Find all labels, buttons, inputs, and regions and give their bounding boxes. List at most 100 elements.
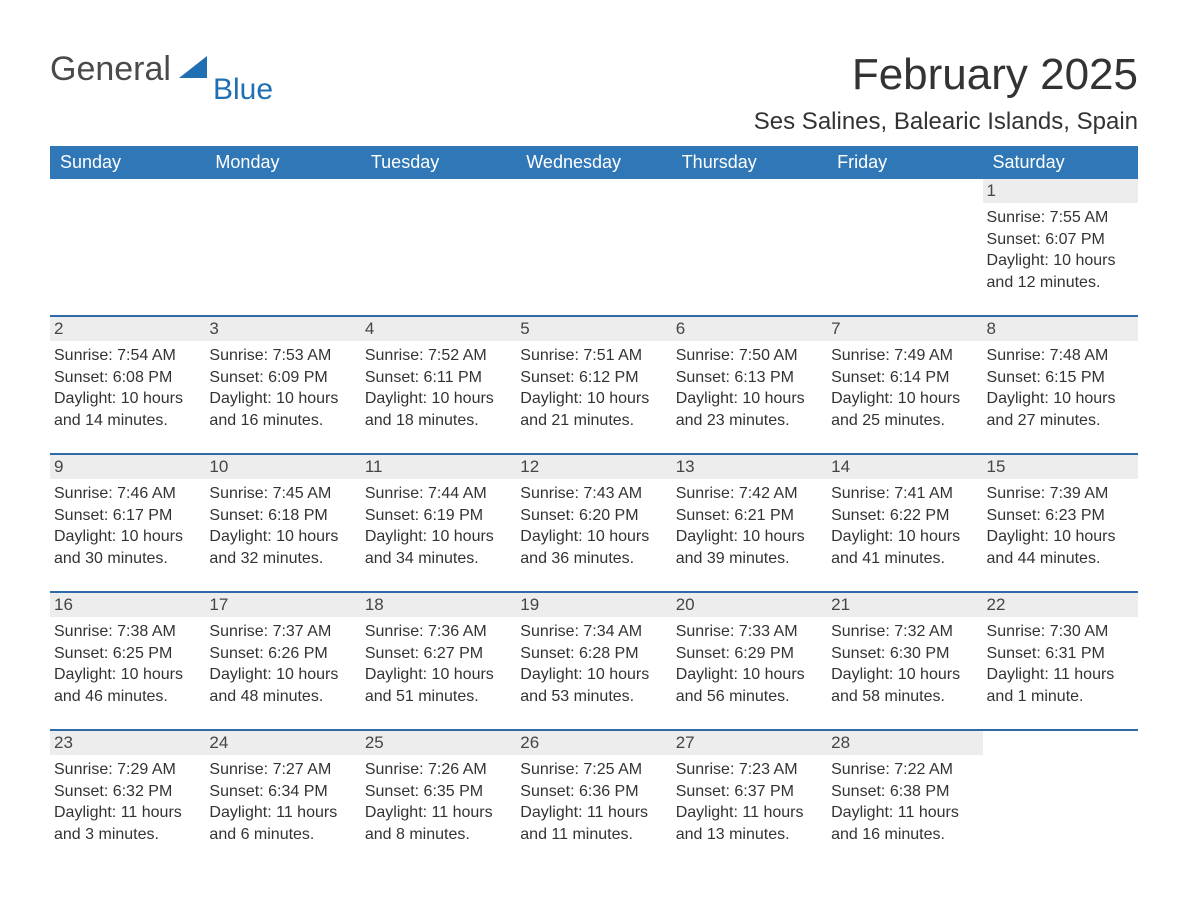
sunset-line: Sunset: 6:28 PM — [520, 643, 663, 665]
calendar-cell: 18Sunrise: 7:36 AMSunset: 6:27 PMDayligh… — [361, 592, 516, 730]
sunrise-line: Sunrise: 7:34 AM — [520, 621, 663, 643]
day-number: 16 — [50, 593, 205, 617]
day-info: Sunrise: 7:33 AMSunset: 6:29 PMDaylight:… — [672, 617, 827, 729]
day-info: Sunrise: 7:42 AMSunset: 6:21 PMDaylight:… — [672, 479, 827, 591]
sunrise-line: Sunrise: 7:42 AM — [676, 483, 819, 505]
calendar-cell: 5Sunrise: 7:51 AMSunset: 6:12 PMDaylight… — [516, 316, 671, 454]
day-number: 6 — [672, 317, 827, 341]
calendar-cell: 12Sunrise: 7:43 AMSunset: 6:20 PMDayligh… — [516, 454, 671, 592]
sunset-line: Sunset: 6:37 PM — [676, 781, 819, 803]
sunset-line: Sunset: 6:30 PM — [831, 643, 974, 665]
calendar-cell: 13Sunrise: 7:42 AMSunset: 6:21 PMDayligh… — [672, 454, 827, 592]
daylight-line: Daylight: 11 hours and 3 minutes. — [54, 802, 197, 845]
sunrise-line: Sunrise: 7:49 AM — [831, 345, 974, 367]
month-title: February 2025 — [754, 50, 1138, 100]
daylight-line: Daylight: 10 hours and 14 minutes. — [54, 388, 197, 431]
calendar-cell: 17Sunrise: 7:37 AMSunset: 6:26 PMDayligh… — [205, 592, 360, 730]
day-number: 23 — [50, 731, 205, 755]
day-info: Sunrise: 7:36 AMSunset: 6:27 PMDaylight:… — [361, 617, 516, 729]
sunset-line: Sunset: 6:12 PM — [520, 367, 663, 389]
sunset-line: Sunset: 6:38 PM — [831, 781, 974, 803]
daylight-line: Daylight: 10 hours and 41 minutes. — [831, 526, 974, 569]
calendar-cell: 7Sunrise: 7:49 AMSunset: 6:14 PMDaylight… — [827, 316, 982, 454]
calendar-cell — [50, 179, 205, 316]
calendar-cell: 19Sunrise: 7:34 AMSunset: 6:28 PMDayligh… — [516, 592, 671, 730]
day-of-week-header-row: SundayMondayTuesdayWednesdayThursdayFrid… — [50, 146, 1138, 179]
sunrise-line: Sunrise: 7:32 AM — [831, 621, 974, 643]
sunrise-line: Sunrise: 7:41 AM — [831, 483, 974, 505]
sunset-line: Sunset: 6:21 PM — [676, 505, 819, 527]
calendar-week-row: 1Sunrise: 7:55 AMSunset: 6:07 PMDaylight… — [50, 179, 1138, 316]
calendar-cell: 3 Sunrise: 7:53 AMSunset: 6:09 PMDaylight… — [205, 316, 360, 454]
daylight-line: Daylight: 10 hours and 16 minutes. — [209, 388, 352, 431]
day-number: 15 — [983, 455, 1138, 479]
daylight-line: Daylight: 10 hours and 58 minutes. — [831, 664, 974, 707]
sunrise-line: Sunrise: 7:54 AM — [54, 345, 197, 367]
sunset-line: Sunset: 6:19 PM — [365, 505, 508, 527]
brand-text-general: General — [50, 50, 171, 89]
dow-header: Friday — [827, 146, 982, 179]
daylight-line: Daylight: 10 hours and 51 minutes. — [365, 664, 508, 707]
daylight-line: Daylight: 10 hours and 30 minutes. — [54, 526, 197, 569]
day-info — [983, 755, 1138, 867]
sunrise-line: Sunrise: 7:36 AM — [365, 621, 508, 643]
calendar-cell: 8Sunrise: 7:48 AMSunset: 6:15 PMDaylight… — [983, 316, 1138, 454]
title-block: February 2025 Ses Salines, Balearic Isla… — [754, 50, 1138, 136]
day-info: Sunrise: 7:26 AMSunset: 6:35 PMDaylight:… — [361, 755, 516, 867]
sunset-line: Sunset: 6:09 PM — [209, 367, 352, 389]
daylight-line: Daylight: 10 hours and 32 minutes. — [209, 526, 352, 569]
day-info: Sunrise: 7:29 AMSunset: 6:32 PMDaylight:… — [50, 755, 205, 867]
day-info: Sunrise: 7:39 AMSunset: 6:23 PMDaylight:… — [983, 479, 1138, 591]
calendar-cell: 26Sunrise: 7:25 AMSunset: 6:36 PMDayligh… — [516, 730, 671, 867]
daylight-line: Daylight: 11 hours and 1 minute. — [987, 664, 1130, 707]
calendar-cell: 14Sunrise: 7:41 AMSunset: 6:22 PMDayligh… — [827, 454, 982, 592]
sunset-line: Sunset: 6:08 PM — [54, 367, 197, 389]
sunset-line: Sunset: 6:34 PM — [209, 781, 352, 803]
day-info: Sunrise: 7:52 AMSunset: 6:11 PMDaylight:… — [361, 341, 516, 453]
calendar-cell: 16Sunrise: 7:38 AMSunset: 6:25 PMDayligh… — [50, 592, 205, 730]
calendar-cell — [672, 179, 827, 316]
daylight-line: Daylight: 10 hours and 21 minutes. — [520, 388, 663, 431]
daylight-line: Daylight: 10 hours and 12 minutes. — [987, 250, 1130, 293]
sunrise-line: Sunrise: 7:39 AM — [987, 483, 1130, 505]
sunrise-line: Sunrise: 7:53 AM — [209, 345, 352, 367]
sunrise-line: Sunrise: 7:48 AM — [987, 345, 1130, 367]
daylight-line: Daylight: 10 hours and 44 minutes. — [987, 526, 1130, 569]
sunrise-line: Sunrise: 7:25 AM — [520, 759, 663, 781]
sunset-line: Sunset: 6:26 PM — [209, 643, 352, 665]
day-info — [672, 203, 827, 315]
day-number — [827, 179, 982, 183]
calendar-cell: 23Sunrise: 7:29 AMSunset: 6:32 PMDayligh… — [50, 730, 205, 867]
daylight-line: Daylight: 10 hours and 25 minutes. — [831, 388, 974, 431]
sunrise-line: Sunrise: 7:45 AM — [209, 483, 352, 505]
sunset-line: Sunset: 6:22 PM — [831, 505, 974, 527]
daylight-line: Daylight: 10 hours and 23 minutes. — [676, 388, 819, 431]
calendar-cell — [516, 179, 671, 316]
day-info — [205, 203, 360, 315]
sunset-line: Sunset: 6:36 PM — [520, 781, 663, 803]
day-number — [50, 179, 205, 183]
day-info: Sunrise: 7:44 AMSunset: 6:19 PMDaylight:… — [361, 479, 516, 591]
day-info: Sunrise: 7:55 AMSunset: 6:07 PMDaylight:… — [983, 203, 1138, 315]
day-info: Sunrise: 7:22 AMSunset: 6:38 PMDaylight:… — [827, 755, 982, 867]
daylight-line: Daylight: 10 hours and 56 minutes. — [676, 664, 819, 707]
calendar-cell: 24Sunrise: 7:27 AMSunset: 6:34 PMDayligh… — [205, 730, 360, 867]
location-subtitle: Ses Salines, Balearic Islands, Spain — [754, 108, 1138, 136]
day-info: Sunrise: 7:41 AMSunset: 6:22 PMDaylight:… — [827, 479, 982, 591]
day-number — [205, 179, 360, 183]
day-info: Sunrise: 7:38 AMSunset: 6:25 PMDaylight:… — [50, 617, 205, 729]
calendar-cell: 4Sunrise: 7:52 AMSunset: 6:11 PMDaylight… — [361, 316, 516, 454]
calendar-cell: 2Sunrise: 7:54 AMSunset: 6:08 PMDaylight… — [50, 316, 205, 454]
daylight-line: Daylight: 11 hours and 8 minutes. — [365, 802, 508, 845]
day-number: 21 — [827, 593, 982, 617]
sunset-line: Sunset: 6:18 PM — [209, 505, 352, 527]
calendar-week-row: 16Sunrise: 7:38 AMSunset: 6:25 PMDayligh… — [50, 592, 1138, 730]
day-info: Sunrise: 7:23 AMSunset: 6:37 PMDaylight:… — [672, 755, 827, 867]
calendar-cell: 21 Sunrise: 7:32 AMSunset: 6:30 PMDayligh… — [827, 592, 982, 730]
sunrise-line: Sunrise: 7:43 AM — [520, 483, 663, 505]
day-number: 3 — [205, 317, 360, 341]
sunset-line: Sunset: 6:17 PM — [54, 505, 197, 527]
daylight-line: Daylight: 10 hours and 34 minutes. — [365, 526, 508, 569]
sunset-line: Sunset: 6:25 PM — [54, 643, 197, 665]
sunrise-line: Sunrise: 7:52 AM — [365, 345, 508, 367]
